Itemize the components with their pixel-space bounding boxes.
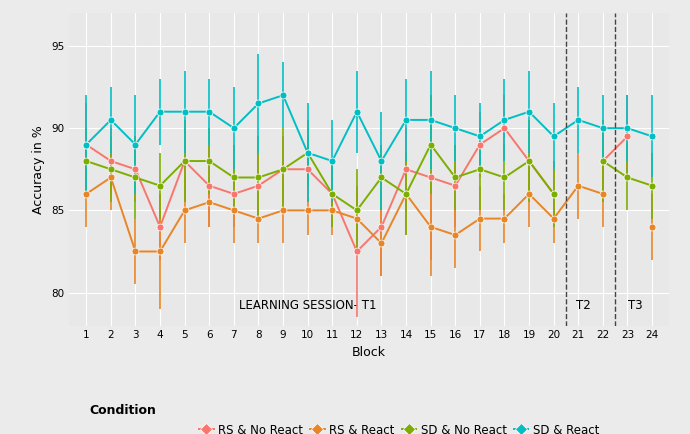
Text: Condition: Condition bbox=[90, 404, 157, 417]
Text: LEARNING SESSION- T1: LEARNING SESSION- T1 bbox=[239, 299, 376, 312]
Text: T3: T3 bbox=[627, 299, 642, 312]
Legend: RS & No React, RS & React, SD & No React, SD & React: RS & No React, RS & React, SD & No React… bbox=[195, 419, 604, 434]
Y-axis label: Accuracy in %: Accuracy in % bbox=[32, 125, 46, 214]
X-axis label: Block: Block bbox=[352, 346, 386, 359]
Text: T2: T2 bbox=[576, 299, 591, 312]
